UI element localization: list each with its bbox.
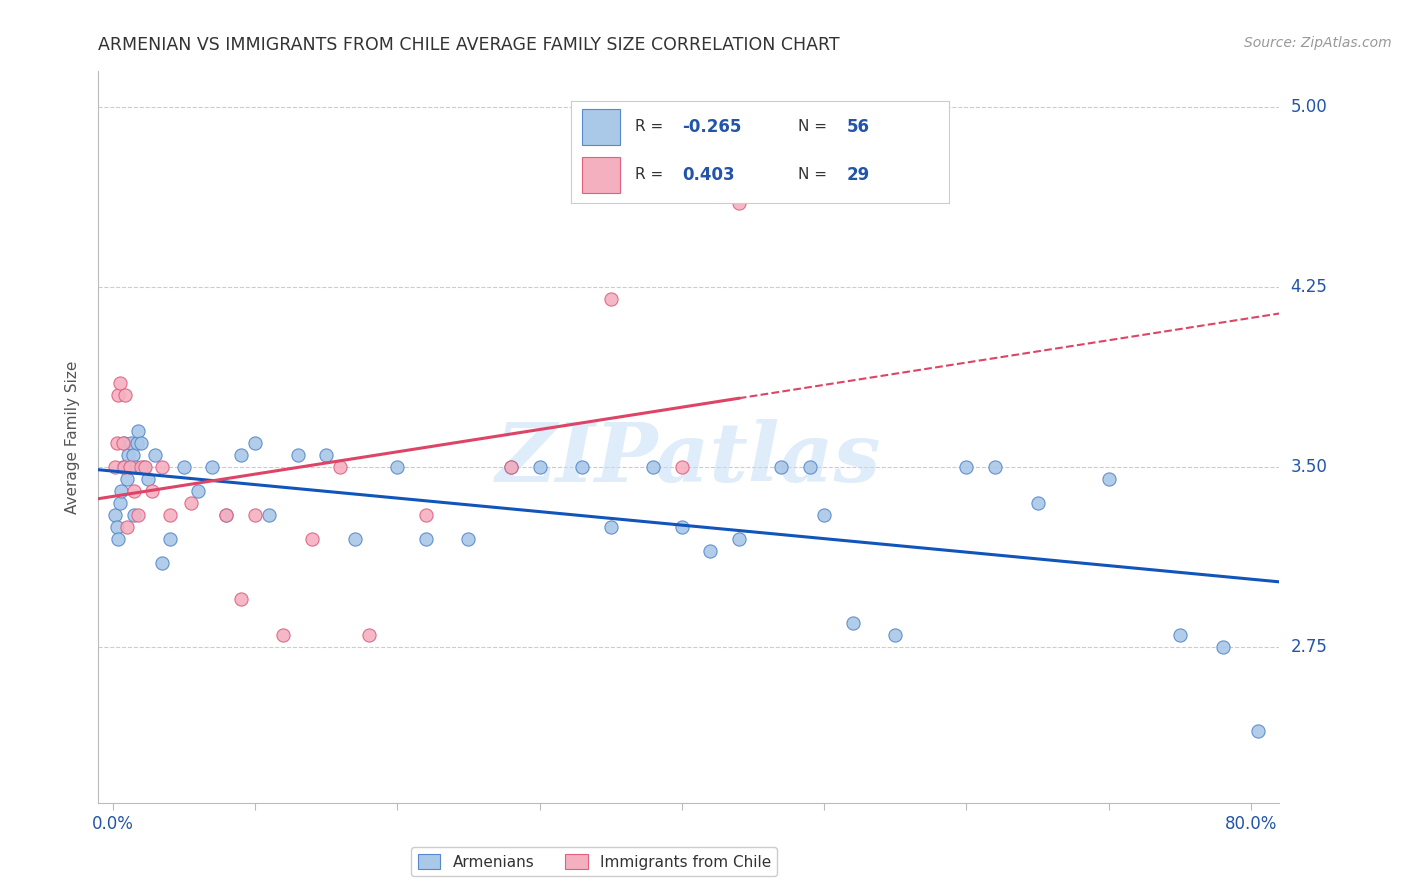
Point — [301, 532, 323, 546]
Point — [152, 460, 174, 475]
Text: 4.25: 4.25 — [1291, 278, 1327, 296]
Point — [229, 591, 252, 606]
Point — [124, 460, 146, 475]
Point — [159, 508, 181, 522]
Point — [215, 508, 238, 522]
Point — [229, 448, 252, 462]
Point — [107, 388, 129, 402]
Point — [1026, 496, 1049, 510]
Point — [120, 436, 142, 450]
Point — [122, 508, 145, 522]
Point — [329, 460, 352, 475]
Point — [1098, 472, 1121, 486]
Point — [143, 448, 166, 462]
Point — [287, 448, 309, 462]
Point — [415, 532, 437, 546]
Legend: Armenians, Immigrants from Chile: Armenians, Immigrants from Chile — [412, 847, 778, 876]
Point — [118, 460, 141, 475]
Point — [108, 376, 131, 391]
Point — [115, 520, 138, 534]
Point — [114, 388, 136, 402]
Text: Source: ZipAtlas.com: Source: ZipAtlas.com — [1244, 36, 1392, 50]
Point — [599, 520, 621, 534]
Point — [108, 496, 131, 510]
Point — [841, 615, 863, 630]
Point — [111, 460, 134, 475]
Point — [125, 436, 148, 450]
Point — [127, 508, 149, 522]
Point — [499, 460, 522, 475]
Point — [129, 436, 152, 450]
Point — [643, 460, 665, 475]
Point — [813, 508, 835, 522]
Point — [117, 448, 139, 462]
Point — [955, 460, 977, 475]
Point — [152, 556, 174, 570]
Point — [884, 628, 907, 642]
Point — [136, 472, 159, 486]
Point — [118, 460, 141, 475]
Point — [799, 460, 821, 475]
Point — [173, 460, 195, 475]
Point — [104, 508, 127, 522]
Point — [357, 628, 380, 642]
Point — [984, 460, 1007, 475]
Point — [699, 544, 721, 558]
Point — [243, 508, 266, 522]
Point — [111, 436, 134, 450]
Text: 2.75: 2.75 — [1291, 638, 1327, 656]
Text: 3.50: 3.50 — [1291, 458, 1327, 476]
Point — [273, 628, 295, 642]
Point — [215, 508, 238, 522]
Point — [132, 460, 155, 475]
Point — [671, 520, 693, 534]
Point — [104, 460, 127, 475]
Text: ARMENIAN VS IMMIGRANTS FROM CHILE AVERAGE FAMILY SIZE CORRELATION CHART: ARMENIAN VS IMMIGRANTS FROM CHILE AVERAG… — [98, 36, 839, 54]
Point — [1247, 723, 1270, 738]
Point — [499, 460, 522, 475]
Point — [129, 460, 152, 475]
Point — [727, 532, 749, 546]
Point — [1212, 640, 1234, 654]
Point — [415, 508, 437, 522]
Text: 5.00: 5.00 — [1291, 98, 1327, 116]
Point — [105, 436, 128, 450]
Point — [112, 460, 135, 475]
Point — [257, 508, 280, 522]
Y-axis label: Average Family Size: Average Family Size — [65, 360, 80, 514]
Point — [127, 424, 149, 438]
Point — [122, 483, 145, 498]
Point — [243, 436, 266, 450]
Point — [671, 460, 693, 475]
Point — [107, 532, 129, 546]
Point — [571, 460, 593, 475]
Point — [134, 460, 156, 475]
Point — [141, 483, 163, 498]
Point — [727, 196, 749, 211]
Point — [187, 483, 209, 498]
Point — [121, 448, 143, 462]
Point — [529, 460, 551, 475]
Point — [1168, 628, 1191, 642]
Point — [315, 448, 337, 462]
Point — [110, 483, 132, 498]
Point — [180, 496, 202, 510]
Point — [159, 532, 181, 546]
Point — [114, 460, 136, 475]
Point — [201, 460, 224, 475]
Point — [387, 460, 409, 475]
Point — [457, 532, 479, 546]
Text: ZIPatlas: ZIPatlas — [496, 419, 882, 499]
Point — [343, 532, 366, 546]
Point — [112, 436, 135, 450]
Point — [115, 472, 138, 486]
Point — [105, 520, 128, 534]
Point — [770, 460, 793, 475]
Point — [599, 292, 621, 306]
